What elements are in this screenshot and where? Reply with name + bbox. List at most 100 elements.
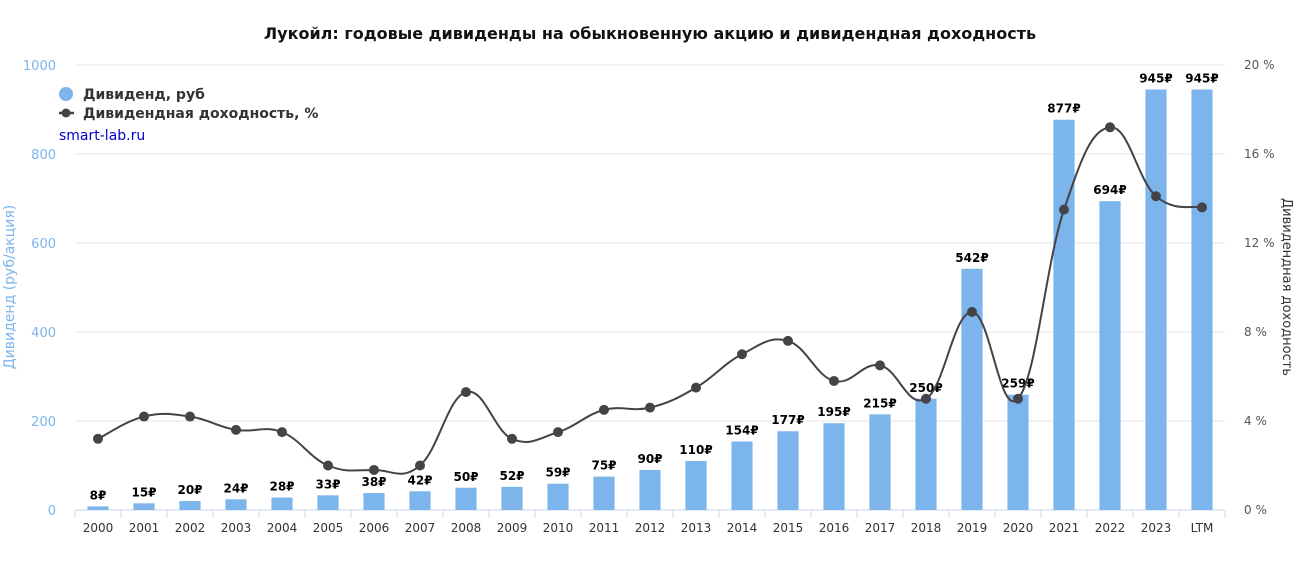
legend-label-yield: Дивидендная доходность, % xyxy=(83,106,318,122)
right-y-axis: 0 % 4 % 8 % 12 % 16 % 20 % xyxy=(1244,58,1275,517)
bar-data-label: 52₽ xyxy=(499,469,524,483)
dividend-bar xyxy=(1099,201,1121,511)
legend-line-marker-icon xyxy=(61,108,71,118)
right-axis-tick-label: 20 % xyxy=(1244,58,1275,72)
bar-data-label: 38₽ xyxy=(361,475,386,489)
x-axis-tick-label: 2010 xyxy=(543,521,574,535)
yield-point xyxy=(645,402,655,413)
yield-line xyxy=(97,126,1203,475)
yield-point xyxy=(921,393,931,404)
left-axis-tick-label: 200 xyxy=(31,415,56,430)
bar-data-label: 75₽ xyxy=(591,459,616,473)
bar-data-label: 28₽ xyxy=(269,480,294,494)
bar-data-label: 42₽ xyxy=(407,473,432,487)
dividend-bar xyxy=(961,268,983,510)
left-y-axis: 0 200 400 600 800 1000 xyxy=(23,59,56,519)
yield-point xyxy=(829,375,839,386)
right-axis-title: Дивидендная доходность xyxy=(1279,198,1294,376)
dividend-bar xyxy=(133,503,155,510)
x-axis-tick-label: 2005 xyxy=(313,521,344,535)
yield-point xyxy=(461,387,471,398)
dividend-bar xyxy=(685,461,707,510)
bar-data-label: 259₽ xyxy=(1001,377,1034,391)
x-axis-tick-label: 2017 xyxy=(865,521,896,535)
bar-data-label: 154₽ xyxy=(725,423,758,437)
bar-data-label: 195₽ xyxy=(817,405,850,419)
dividend-bar xyxy=(1145,89,1167,510)
bar-data-label: 945₽ xyxy=(1185,71,1218,85)
chart-title: Лукойл: годовые дивиденды на обыкновенну… xyxy=(264,24,1036,43)
x-axis-tick-label: 2004 xyxy=(267,521,298,535)
bar-data-label: 15₽ xyxy=(131,485,156,499)
yield-point xyxy=(415,460,425,471)
dividend-bar xyxy=(317,495,339,510)
left-axis-tick-label: 0 xyxy=(48,504,56,519)
bar-data-label: 24₽ xyxy=(223,481,248,495)
dividend-bar xyxy=(823,423,845,510)
yield-point xyxy=(277,427,287,438)
yield-point xyxy=(93,433,103,444)
bar-data-label: 542₽ xyxy=(955,251,988,265)
left-axis-title: Дивиденд (руб/акция) xyxy=(2,205,18,370)
bar-data-label: 33₽ xyxy=(315,477,340,491)
x-axis-tick-label: 2019 xyxy=(957,521,988,535)
gridlines xyxy=(75,64,1225,511)
x-axis-tick-label: 2008 xyxy=(451,521,482,535)
yield-point xyxy=(1013,393,1023,404)
bar-series xyxy=(87,89,1213,511)
x-axis-tick-label: 2003 xyxy=(221,521,252,535)
dividend-bar xyxy=(777,431,799,510)
yield-point xyxy=(1197,202,1207,213)
yield-point xyxy=(1059,204,1069,215)
legend-bar-marker-icon xyxy=(59,87,73,101)
bar-data-label: 215₽ xyxy=(863,396,896,410)
dividend-bar xyxy=(179,501,201,510)
right-axis-tick-label: 12 % xyxy=(1244,236,1275,250)
yield-point xyxy=(967,306,977,317)
bar-data-label: 20₽ xyxy=(177,483,202,497)
legend: Дивиденд, руб Дивидендная доходность, % xyxy=(59,87,318,122)
yield-point xyxy=(139,411,149,422)
yield-point xyxy=(783,335,793,346)
x-axis-tick-label: 2013 xyxy=(681,521,712,535)
yield-line-series xyxy=(93,122,1207,475)
bar-data-label: 8₽ xyxy=(90,488,107,502)
legend-item-dividend[interactable]: Дивиденд, руб xyxy=(59,87,205,103)
legend-label-dividend: Дивиденд, руб xyxy=(83,87,205,103)
yield-point xyxy=(369,464,379,475)
yield-point xyxy=(691,382,701,393)
dividend-bar xyxy=(455,487,477,510)
x-axis-tick-label: 2011 xyxy=(589,521,620,535)
x-axis-tick-label: 2009 xyxy=(497,521,528,535)
x-axis-tick-label: 2007 xyxy=(405,521,436,535)
x-axis-tick-label: 2000 xyxy=(83,521,114,535)
dividend-bar xyxy=(869,414,891,510)
legend-item-yield[interactable]: Дивидендная доходность, % xyxy=(59,106,318,122)
dividend-bar xyxy=(1191,89,1213,510)
dividend-bar xyxy=(1007,394,1029,510)
left-axis-tick-label: 600 xyxy=(31,237,56,252)
x-axis-tick-label: 2018 xyxy=(911,521,942,535)
bar-data-label: 694₽ xyxy=(1093,183,1126,197)
dividend-bar xyxy=(87,506,109,510)
x-axis-tick-label: 2016 xyxy=(819,521,850,535)
right-axis-tick-label: 4 % xyxy=(1244,414,1267,428)
dividend-bar xyxy=(501,486,523,510)
bar-data-label: 59₽ xyxy=(545,466,570,480)
dividend-bar xyxy=(409,491,431,510)
yield-point xyxy=(737,349,747,360)
left-axis-tick-label: 800 xyxy=(31,148,56,163)
yield-point xyxy=(323,460,333,471)
right-axis-tick-label: 8 % xyxy=(1244,325,1267,339)
x-axis-tick-label: LTM xyxy=(1191,521,1214,535)
x-axis-tick-label: 2021 xyxy=(1049,521,1080,535)
bar-data-label: 110₽ xyxy=(679,443,712,457)
bar-data-label: 90₽ xyxy=(637,452,662,466)
bar-data-label: 250₽ xyxy=(909,381,942,395)
yield-point xyxy=(599,404,609,415)
x-axis-tick-label: 2015 xyxy=(773,521,804,535)
yield-point xyxy=(507,433,517,444)
yield-point xyxy=(553,427,563,438)
x-axis: 2000 2001 2002 2003 2004 2005 2006 2007 2008 2009… xyxy=(74,510,1226,535)
